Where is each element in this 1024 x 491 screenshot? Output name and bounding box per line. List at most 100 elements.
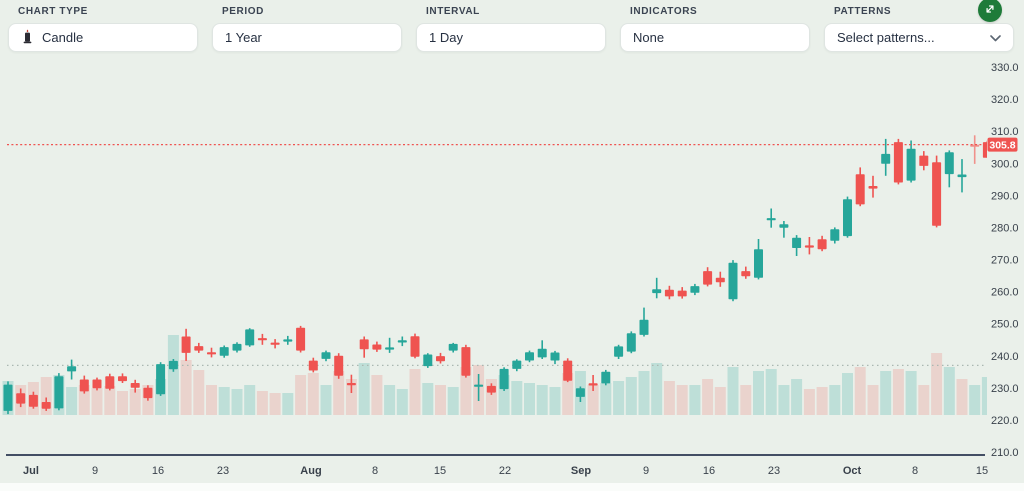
candle-up[interactable] <box>168 360 178 370</box>
candle-down[interactable] <box>932 162 942 226</box>
candle-down[interactable] <box>741 271 751 277</box>
candle-up[interactable] <box>156 364 166 395</box>
candle-up[interactable] <box>423 354 433 367</box>
candle-down[interactable] <box>105 376 115 389</box>
y-axis-tick-label: 220.0 <box>991 415 1019 427</box>
volume-bar <box>562 373 574 415</box>
x-axis-tick-label: 16 <box>152 465 164 477</box>
candle-down[interactable] <box>92 379 102 389</box>
candle-up[interactable] <box>525 352 534 361</box>
chart-controls: CHART TYPE Candle PERIOD 1 Year INTERVAL… <box>8 3 1014 52</box>
candle-up[interactable] <box>728 262 738 300</box>
expand-button[interactable] <box>978 0 1002 22</box>
candle-up[interactable] <box>575 388 585 397</box>
candle-down[interactable] <box>28 394 38 407</box>
candle-up[interactable] <box>67 366 77 372</box>
candle-up[interactable] <box>639 319 649 335</box>
candle-down[interactable] <box>982 142 992 158</box>
candle-up[interactable] <box>944 152 954 175</box>
candle-down[interactable] <box>143 387 153 399</box>
candle-down[interactable] <box>308 360 318 371</box>
candle-up[interactable] <box>766 218 776 221</box>
indicators-select[interactable]: None <box>620 23 810 52</box>
candle-up[interactable] <box>499 368 509 390</box>
candle-up[interactable] <box>219 347 229 356</box>
candle-up[interactable] <box>830 229 840 241</box>
x-axis-tick-label: 23 <box>217 465 229 477</box>
candle-up[interactable] <box>792 237 802 248</box>
candle-down[interactable] <box>868 186 878 189</box>
chart-type-select[interactable]: Candle <box>8 23 198 52</box>
candle-up[interactable] <box>232 343 242 351</box>
candle-down[interactable] <box>41 402 51 409</box>
period-select[interactable]: 1 Year <box>212 23 402 52</box>
candle-down[interactable] <box>855 174 865 205</box>
candle-up[interactable] <box>652 289 662 294</box>
candle-up[interactable] <box>321 352 331 359</box>
volume-bar <box>167 335 179 415</box>
volume-bar <box>307 373 319 415</box>
candle-down[interactable] <box>715 277 725 283</box>
candle-up[interactable] <box>754 249 763 278</box>
volume-bar <box>803 389 815 415</box>
candle-down[interactable] <box>919 155 929 166</box>
candle-down[interactable] <box>359 339 369 350</box>
candle-down[interactable] <box>804 245 814 248</box>
candle-down[interactable] <box>703 271 713 285</box>
candle-down[interactable] <box>436 356 445 362</box>
candle-down[interactable] <box>461 347 471 376</box>
candle-down[interactable] <box>257 338 267 341</box>
candle-up[interactable] <box>397 340 407 343</box>
candle-down[interactable] <box>181 336 191 353</box>
candle-up[interactable] <box>54 376 64 409</box>
volume-bar <box>104 386 116 415</box>
candle-down[interactable] <box>664 289 674 297</box>
candle-down[interactable] <box>817 239 827 250</box>
candle-down[interactable] <box>296 327 306 351</box>
y-axis-tick-label: 290.0 <box>991 190 1019 202</box>
candle-up[interactable] <box>474 384 484 387</box>
volume-bar <box>256 391 268 415</box>
candle-up[interactable] <box>550 352 560 361</box>
candle-down[interactable] <box>346 383 356 386</box>
candle-down[interactable] <box>677 290 687 297</box>
candle-up[interactable] <box>601 371 611 384</box>
interval-select[interactable]: 1 Day <box>416 23 606 52</box>
candle-down[interactable] <box>486 385 496 393</box>
candle-down[interactable] <box>334 355 344 376</box>
candle-down[interactable] <box>207 352 216 355</box>
candle-up[interactable] <box>448 343 458 351</box>
candle-down[interactable] <box>893 142 903 183</box>
candle-down[interactable] <box>588 383 598 386</box>
candle-up[interactable] <box>779 224 789 228</box>
candle-up[interactable] <box>906 148 916 181</box>
patterns-select[interactable]: Select patterns... <box>824 23 1014 52</box>
candle-down[interactable] <box>79 379 89 392</box>
candle-down[interactable] <box>118 376 127 382</box>
candle-up[interactable] <box>957 174 967 178</box>
candle-up[interactable] <box>690 286 700 293</box>
candle-up[interactable] <box>614 346 624 357</box>
patterns-label: PATTERNS <box>834 6 892 17</box>
candle-down[interactable] <box>16 393 26 404</box>
candle-down[interactable] <box>270 342 280 345</box>
candle-up[interactable] <box>537 348 547 358</box>
candle-down[interactable] <box>372 344 382 350</box>
candle-up[interactable] <box>626 333 636 352</box>
candle-down[interactable] <box>194 346 204 351</box>
candle-down[interactable] <box>130 383 140 388</box>
candle-down[interactable] <box>563 360 573 381</box>
candle-up[interactable] <box>245 329 255 346</box>
candle-up[interactable] <box>385 347 395 350</box>
candle-up[interactable] <box>283 339 293 342</box>
plot-area[interactable] <box>2 135 993 415</box>
candle-up[interactable] <box>843 199 852 237</box>
volume-bar <box>727 367 739 415</box>
candle-up[interactable] <box>881 153 891 164</box>
candle-up[interactable] <box>512 360 522 369</box>
candle-up[interactable] <box>3 384 13 411</box>
x-axis-tick-label: 22 <box>499 465 511 477</box>
indicators-label: INDICATORS <box>630 6 698 17</box>
candle-down[interactable] <box>410 336 420 357</box>
